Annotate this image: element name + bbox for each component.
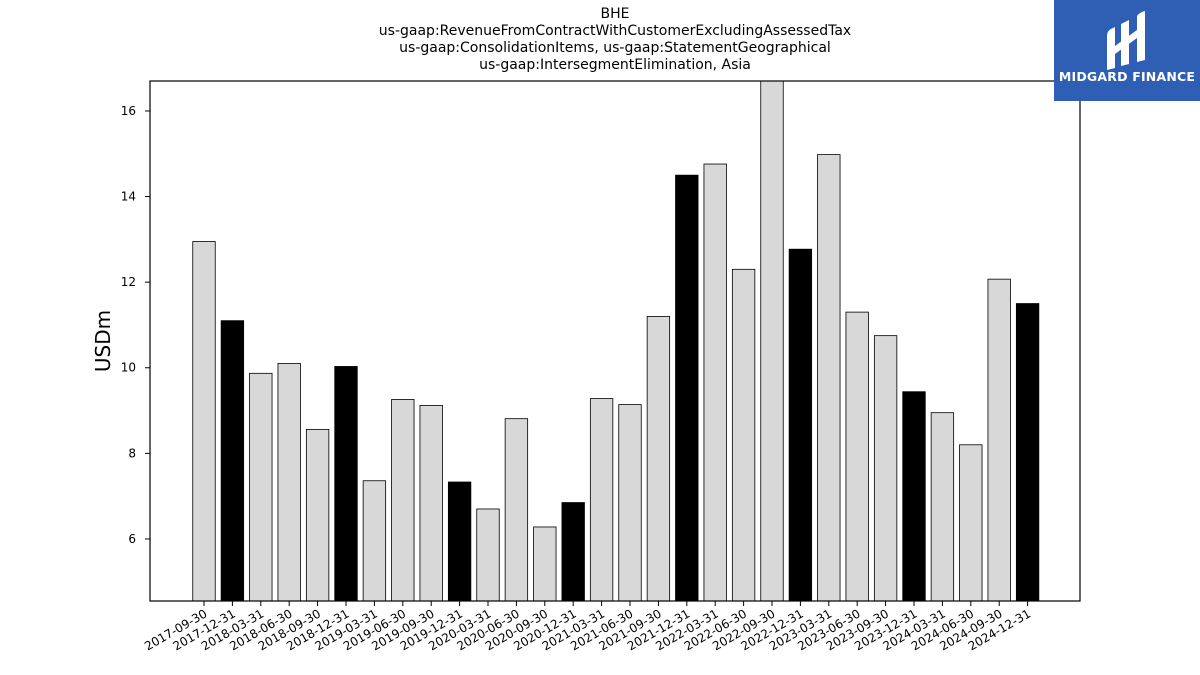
- bar: [760, 80, 784, 602]
- bar: [817, 154, 841, 602]
- bar: [675, 174, 699, 602]
- bar: [646, 315, 671, 602]
- bar: [902, 391, 926, 602]
- chart-title-line: us-gaap:RevenueFromContractWithCustomerE…: [378, 23, 852, 39]
- bar: [447, 481, 472, 602]
- bar: [561, 502, 585, 602]
- bar: [334, 366, 358, 602]
- bar: [959, 444, 983, 602]
- bar: [192, 241, 216, 602]
- x-axis: 2017-09-302017-12-312018-03-312018-06-30…: [142, 601, 1033, 653]
- bar: [1015, 303, 1040, 602]
- bar: [589, 398, 614, 602]
- y-tick-label: 12: [121, 275, 136, 289]
- bar: [703, 163, 727, 602]
- bar: [930, 412, 955, 602]
- logo-mark-icon: [1107, 11, 1145, 70]
- y-tick-label: 14: [121, 190, 136, 204]
- bar: [987, 278, 1011, 602]
- bar: [731, 268, 756, 602]
- y-tick-label: 10: [121, 361, 136, 375]
- y-tick-label: 8: [128, 446, 136, 460]
- y-tick-label: 16: [121, 104, 136, 118]
- bar: [362, 480, 387, 602]
- bar: [873, 335, 898, 602]
- logo-text: MIDGARD FINANCE: [1058, 69, 1196, 84]
- bar: [618, 404, 642, 602]
- chart-title: BHE us-gaap:RevenueFromContractWithCusto…: [0, 6, 1200, 74]
- chart-title-line: BHE: [600, 6, 630, 22]
- bar: [788, 248, 813, 602]
- bar: [220, 320, 245, 602]
- bar: [476, 508, 500, 602]
- bar: [391, 399, 415, 602]
- y-axis: 6 8 10 12 14 16: [121, 104, 150, 546]
- y-axis-label: USDm: [91, 310, 115, 372]
- bar: [249, 372, 273, 602]
- bar: [845, 311, 869, 602]
- bar: [305, 428, 330, 602]
- bar: [419, 405, 443, 602]
- chart-title-line: us-gaap:ConsolidationItems, us-gaap:Stat…: [399, 40, 831, 56]
- bars-group: [192, 80, 1040, 602]
- chart-title-line: us-gaap:IntersegmentElimination, Asia: [479, 57, 751, 73]
- bar: [533, 526, 557, 602]
- y-tick-label: 6: [128, 532, 136, 546]
- bar: [504, 418, 529, 602]
- midgard-finance-logo: MIDGARD FINANCE: [1054, 0, 1200, 101]
- bar: [277, 363, 301, 602]
- plot-frame: [149, 80, 1081, 602]
